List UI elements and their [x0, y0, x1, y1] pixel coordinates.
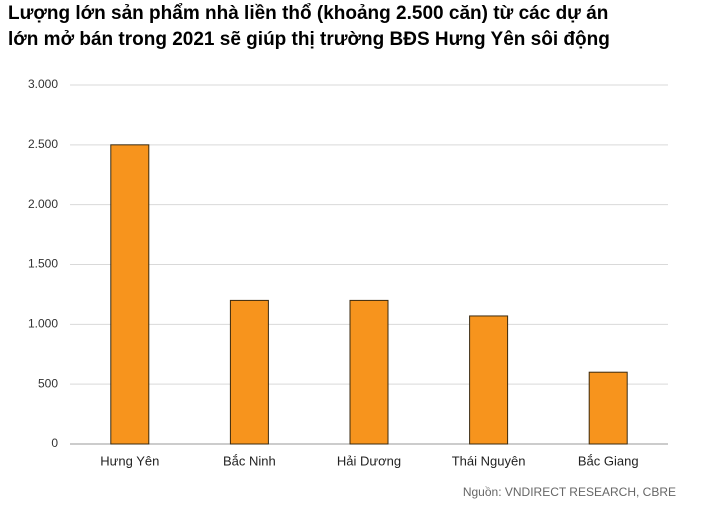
y-tick-label: 2.000 [28, 197, 58, 211]
bar [349, 299, 389, 445]
y-tick-label: 1.500 [28, 257, 58, 271]
x-tick-label: Bắc Giang [578, 453, 639, 468]
x-tick-label: Hưng Yên [100, 453, 159, 468]
source-note: Nguồn: VNDIRECT RESEARCH, CBRE [463, 485, 676, 499]
y-tick-label: 2.500 [28, 137, 58, 151]
chart-title: lớn mở bán trong 2021 sẽ giúp thị trường… [8, 29, 610, 50]
bar [469, 315, 509, 445]
y-tick-label: 3.000 [28, 77, 58, 91]
bar [588, 371, 628, 445]
y-tick-label: 500 [38, 376, 58, 390]
x-tick-label: Bắc Ninh [223, 453, 276, 468]
bar [110, 144, 150, 445]
bar [229, 299, 269, 445]
x-tick-label: Hải Dương [337, 453, 401, 468]
chart-title: Lượng lớn sản phẩm nhà liền thổ (khoảng … [8, 3, 608, 24]
x-tick-label: Thái Nguyên [452, 453, 526, 468]
y-tick-label: 0 [51, 436, 58, 450]
y-tick-label: 1.000 [28, 317, 58, 331]
